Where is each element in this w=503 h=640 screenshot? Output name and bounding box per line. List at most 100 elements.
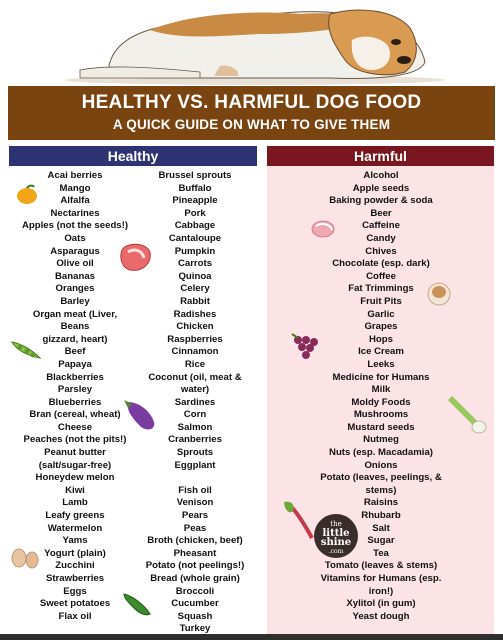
list-item: water)	[180, 384, 210, 396]
list-item: Raisins	[363, 497, 399, 509]
list-item: Corn	[183, 409, 207, 421]
list-item: Leeks	[367, 358, 395, 370]
list-item: Pork	[184, 207, 206, 219]
list-item: Bread (whole grain)	[150, 573, 240, 584]
grapes-icon	[291, 333, 318, 359]
cucumber-icon	[123, 593, 151, 616]
list-item: gizzard, heart)	[42, 333, 108, 345]
list-item: Fish oil	[178, 484, 212, 496]
list-item: Beans	[60, 321, 90, 333]
steak-icon	[120, 243, 151, 271]
coffee-cup-icon	[427, 282, 451, 306]
list-item: Candy	[366, 232, 396, 244]
list-item: Eggs	[63, 585, 87, 597]
list-item: Yogurt (plain)	[44, 547, 106, 559]
list-item: Potato (leaves, peelings, &	[320, 472, 442, 484]
page-title: HEALTHY VS. HARMFUL DOG FOOD	[81, 92, 422, 113]
eggplant-icon	[124, 400, 155, 430]
list-item: Brussel sprouts	[158, 170, 232, 181]
list-item: Sweet potatoes	[39, 598, 111, 610]
list-item: Pineapple	[172, 195, 218, 207]
list-item: Bran (cereal, wheat)	[29, 409, 121, 421]
list-item: Raspberries	[167, 333, 223, 345]
list-item: Tea	[373, 547, 389, 559]
list-item	[136, 472, 254, 485]
list-item: Salmon	[177, 421, 213, 433]
list-item: Blackberries	[46, 371, 104, 383]
list-item: Blueberries	[48, 396, 102, 408]
list-item: Cabbage	[174, 220, 216, 232]
list-item: Oranges	[55, 283, 95, 295]
list-item: Barley	[60, 295, 90, 307]
list-item: Papaya	[58, 358, 92, 370]
rhubarb-icon	[284, 501, 314, 539]
list-item: Yeast dough	[352, 610, 410, 622]
list-item: Xylitol (in gum)	[346, 598, 416, 610]
pea-pod-icon	[10, 341, 42, 359]
list-item: Chicken	[176, 321, 214, 333]
bottom-border	[0, 634, 503, 640]
list-item: Peas	[183, 522, 207, 534]
list-item: Cantaloupe	[168, 232, 222, 244]
candy-icon	[311, 220, 335, 238]
list-item: Peaches (not the pits!)	[23, 434, 127, 446]
harmful-list: Alcohol Apple seeds Baking powder & soda…	[272, 170, 490, 623]
site-logo: the little shine .com	[314, 514, 358, 558]
list-item: Coffee	[366, 270, 396, 282]
list-item: Parsley	[57, 384, 93, 396]
page-subtitle: A QUICK GUIDE ON WHAT TO GIVE THEM	[112, 117, 391, 132]
list-item: Yams	[62, 535, 88, 547]
list-item: Vitamins for Humans (esp.	[320, 573, 442, 584]
list-item: Eggplant	[174, 459, 216, 471]
bulldog-illustration	[0, 0, 503, 86]
list-item: Cinnamon	[171, 346, 219, 358]
list-item: Peanut butter	[44, 447, 106, 459]
list-item: Pumpkin	[174, 245, 216, 257]
leek-icon	[447, 395, 487, 434]
list-item: Bananas	[55, 270, 95, 282]
list-item: Cucumber	[171, 598, 219, 610]
list-item: Olive oil	[56, 258, 94, 270]
list-item: Rice	[184, 358, 206, 370]
list-item: Nectarines	[50, 207, 100, 219]
eggs-icon	[11, 548, 39, 569]
list-item: Honeydew melon	[35, 472, 115, 484]
list-item: Leafy greens	[45, 510, 105, 522]
list-item: Venison	[176, 497, 214, 509]
list-item: Radishes	[173, 308, 217, 320]
list-item: Flax oil	[58, 610, 92, 622]
list-item: Sugar	[367, 535, 395, 547]
list-item: Cheese	[57, 421, 93, 433]
list-item: Ice Cream	[358, 346, 404, 358]
list-item: stems)	[365, 484, 397, 496]
list-item: Broccoli	[175, 585, 215, 597]
healthy-list-right: Brussel sprouts Buffalo Pineapple Pork C…	[136, 170, 254, 636]
logo-text: the	[330, 520, 342, 528]
list-item: Grapes	[364, 321, 398, 333]
list-item: Lamb	[62, 497, 88, 509]
logo-text: shine	[320, 537, 352, 548]
logo-text: little	[322, 528, 350, 539]
list-item: Pears	[181, 510, 209, 522]
list-item: Fruit Pits	[360, 295, 402, 307]
list-item: Nutmeg	[363, 434, 399, 446]
mango-icon	[17, 184, 37, 204]
list-item: Milk	[371, 384, 391, 396]
list-item: Broth (chicken, beef)	[147, 535, 243, 547]
list-item: Quinoa	[178, 270, 212, 282]
list-item: Beef	[64, 346, 86, 358]
list-item: Mango	[59, 182, 91, 194]
list-item: Apple seeds	[352, 182, 410, 194]
list-item: Watermelon	[47, 522, 103, 534]
healthy-list-left: Acai berries Mango Alfalfa Nectarines Ap…	[18, 170, 132, 623]
list-item: Strawberries	[45, 573, 105, 584]
list-item: Hops	[369, 333, 393, 345]
list-item: Chives	[365, 245, 397, 257]
list-item: Chocolate (esp. dark)	[332, 258, 430, 270]
list-item: Alfalfa	[60, 195, 90, 207]
list-item: Sprouts	[176, 447, 214, 459]
list-item: Organ meat (Liver,	[32, 308, 118, 320]
list-item: Garlic	[367, 308, 395, 320]
title-banner: HEALTHY VS. HARMFUL DOG FOOD A QUICK GUI…	[8, 86, 495, 140]
list-item: Onions	[364, 459, 398, 471]
